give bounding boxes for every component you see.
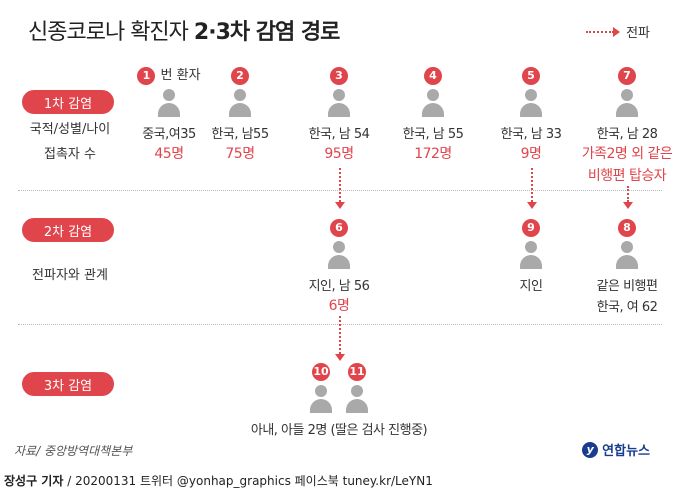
- patient-number-badge: 3: [330, 66, 348, 85]
- contact-count-line2: 비행편 탑승자: [587, 167, 667, 184]
- patient-2: 2 한국, 남55 75명: [185, 64, 295, 164]
- patient-info: 지인, 남 56: [308, 278, 370, 294]
- patient-info: 한국, 남 55: [402, 126, 464, 142]
- patient-9: 9 지인: [476, 216, 586, 294]
- patient-number-badge: 6: [330, 218, 348, 237]
- legend: 전파: [586, 22, 650, 41]
- footer-rest: / 20200131 트위터 @yonhap_graphics 페이스북 tun…: [63, 474, 433, 488]
- legend-label: 전파: [626, 26, 650, 41]
- patient-number-badge: 8: [618, 218, 636, 237]
- patient-8: 8 같은 비행편 한국, 여 62: [572, 216, 680, 315]
- dotted-arrow-icon: [586, 26, 621, 37]
- person-icon: [614, 88, 640, 117]
- patient-number-badge: 9: [522, 218, 540, 237]
- patient-4: 4 한국, 남 55 172명: [378, 64, 488, 164]
- patient-number-badge: 1: [137, 66, 156, 85]
- person-icon: [308, 384, 334, 413]
- patient-number-badge: 2: [231, 66, 249, 85]
- infographic-card: 신종코로나 확진자 2·3차 감염 경로 전파 1차 감염 국적/성별/나이 접…: [14, 14, 680, 459]
- patient-info: 지인: [519, 278, 543, 294]
- patient-number-badge: 7: [618, 66, 636, 85]
- page-title: 신종코로나 확진자 2·3차 감염 경로: [28, 14, 340, 46]
- brand-name: 연합뉴스: [602, 444, 650, 459]
- patient-info: 한국, 남 28: [596, 126, 658, 142]
- side-label-nationality: 국적/성별/나이: [29, 122, 111, 137]
- contact-count: 6명: [328, 297, 350, 314]
- patient-number-badge: 5: [522, 66, 540, 85]
- person-icon: [326, 88, 352, 117]
- transmission-arrow: [335, 316, 345, 361]
- stage-badge-third: 3차 감염: [22, 372, 114, 396]
- patient-info: 한국, 남 54: [308, 126, 370, 142]
- side-label-relation: 전파자와 관계: [32, 268, 108, 283]
- person-icon: [227, 88, 253, 117]
- side-label-contacts: 접촉자 수: [44, 147, 96, 162]
- patient-1-label: 번 환자: [160, 68, 201, 83]
- contact-count: 75명: [225, 145, 255, 162]
- patient-number-badge: 10: [312, 362, 330, 381]
- person-icon: [518, 88, 544, 117]
- patient-info: 한국, 남 33: [500, 126, 562, 142]
- patient-5: 5 한국, 남 33 9명: [476, 64, 586, 164]
- contact-count: 172명: [414, 145, 452, 162]
- source-note: 자료/ 중앙방역대책본부: [14, 444, 133, 458]
- contact-count: 45명: [154, 145, 184, 162]
- patient-info: 중국,여35: [142, 126, 196, 142]
- contact-count: 9명: [520, 145, 542, 162]
- patient-info: 아내, 아들 2명 (딸은 검사 진행중): [250, 422, 428, 438]
- patient-info: 한국, 남55: [211, 126, 269, 142]
- person-icon: [326, 240, 352, 269]
- patient-number-badge: 11: [348, 362, 366, 381]
- person-icon: [344, 384, 370, 413]
- person-icon: [420, 88, 446, 117]
- patient-6: 6 지인, 남 56 6명: [284, 216, 394, 316]
- patient-3: 3 한국, 남 54 95명: [284, 64, 394, 164]
- footer-author: 장성구 기자: [4, 474, 64, 488]
- transmission-arrow: [623, 186, 633, 209]
- contact-count: 가족2명 외 같은: [581, 145, 673, 162]
- title-normal: 신종코로나 확진자: [28, 20, 194, 45]
- contact-count: 95명: [324, 145, 354, 162]
- patient-7: 7 한국, 남 28 가족2명 외 같은 비행편 탑승자: [572, 64, 680, 186]
- stage-badge-first: 1차 감염: [22, 90, 114, 114]
- patient-number-badge: 4: [424, 66, 442, 85]
- brand-logo: y 연합뉴스: [582, 440, 650, 459]
- person-icon: [614, 240, 640, 269]
- transmission-arrow: [527, 168, 537, 209]
- stage-badge-second: 2차 감염: [22, 218, 114, 242]
- patients-10-11: 10 11 아내, 아들 2명 (딸은 검사 진행중): [239, 360, 439, 438]
- person-icon: [518, 240, 544, 269]
- patient-1: 1 번 환자 중국,여35 45명: [114, 64, 224, 164]
- title-bold: 2·3차 감염 경로: [193, 20, 340, 45]
- person-icon: [156, 88, 182, 117]
- transmission-arrow: [335, 168, 345, 209]
- yonhap-logo-icon: y: [582, 441, 599, 458]
- patient-info-line2: 한국, 여 62: [596, 299, 658, 315]
- patient-info: 같은 비행편: [596, 278, 658, 294]
- credit-footer: 장성구 기자 / 20200131 트위터 @yonhap_graphics 페…: [4, 472, 433, 489]
